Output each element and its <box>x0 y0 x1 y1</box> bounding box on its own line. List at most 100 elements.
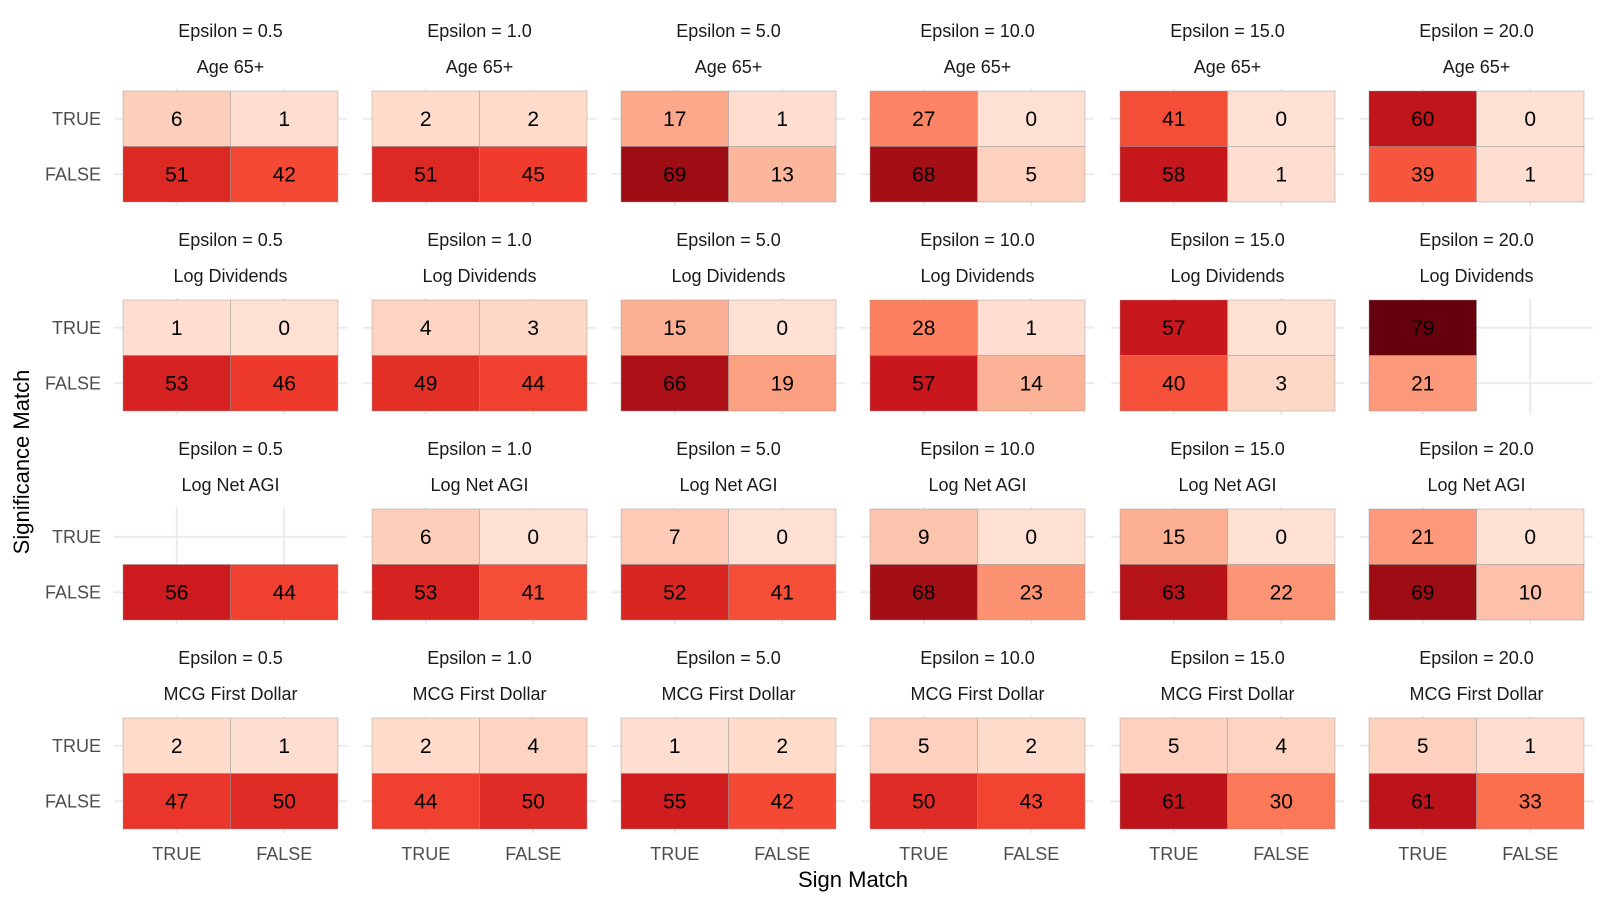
cell-value-label: 42 <box>273 163 296 186</box>
facet-epsilon-label: Epsilon = 10.0 <box>920 648 1035 668</box>
cell-value-label: 50 <box>273 790 296 813</box>
heatmap-cell <box>977 146 1086 203</box>
facet-variable-label: Age 65+ <box>1443 57 1511 77</box>
cell-value-label: 49 <box>414 372 437 395</box>
heatmap-cell <box>1227 355 1336 412</box>
heatmap-cell <box>728 717 837 774</box>
heatmap-cell <box>479 564 588 621</box>
heatmap-cell <box>1227 717 1336 774</box>
facet-variable-label: Log Dividends <box>1419 266 1533 286</box>
cell-value-label: 1 <box>776 108 788 131</box>
cell-value-label: 39 <box>1411 163 1434 186</box>
cell-value-label: 22 <box>1270 581 1293 604</box>
heatmap-cell <box>1119 508 1228 565</box>
cell-value-label: 0 <box>776 526 788 549</box>
heatmap-panel: Epsilon = 5.0 Log Net AGI 7 0 52 41 <box>612 439 845 624</box>
cell-value-label: 9 <box>918 526 930 549</box>
cell-value-label: 2 <box>776 735 788 758</box>
cell-value-label: 41 <box>522 581 545 604</box>
cell-value-label: 0 <box>776 317 788 340</box>
facet-variable-label: MCG First Dollar <box>1410 684 1544 704</box>
heatmap-cell <box>728 508 837 565</box>
y-tick-label: FALSE <box>45 164 101 184</box>
heatmap-cell <box>1476 508 1585 565</box>
facet-variable-label: Log Dividends <box>422 266 536 286</box>
cell-value-label: 51 <box>414 163 437 186</box>
facet-epsilon-label: Epsilon = 0.5 <box>178 230 283 250</box>
y-tick-label: TRUE <box>52 109 101 129</box>
heatmap-cell <box>122 564 231 621</box>
cell-value-label: 17 <box>663 108 686 131</box>
cell-value-label: 42 <box>771 790 794 813</box>
heatmap-panel: Epsilon = 5.0 MCG First Dollar 1 2 55 42 TRUE F… <box>612 648 845 864</box>
heatmap-cell <box>869 355 978 412</box>
facet-epsilon-label: Epsilon = 0.5 <box>178 439 283 459</box>
facet-variable-label: Age 65+ <box>944 57 1012 77</box>
facet-epsilon-label: Epsilon = 1.0 <box>427 648 532 668</box>
heatmap-cell <box>122 146 231 203</box>
cell-value-label: 1 <box>1275 163 1287 186</box>
cell-value-label: 1 <box>1524 735 1536 758</box>
facet-epsilon-label: Epsilon = 15.0 <box>1170 21 1285 41</box>
cell-value-label: 55 <box>663 790 686 813</box>
heatmap-cell <box>869 90 978 147</box>
heatmap-cell <box>371 773 480 830</box>
heatmap-cell <box>1476 564 1585 621</box>
heatmap-cell <box>479 355 588 412</box>
heatmap-cell <box>1368 146 1477 203</box>
cell-value-label: 57 <box>1162 317 1185 340</box>
heatmap-cell <box>620 355 729 412</box>
cell-value-label: 50 <box>522 790 545 813</box>
cell-value-label: 3 <box>527 317 539 340</box>
cell-value-label: 5 <box>1168 735 1180 758</box>
y-tick-label: TRUE <box>52 318 101 338</box>
facet-variable-label: Log Net AGI <box>1427 475 1525 495</box>
facet-variable-label: MCG First Dollar <box>413 684 547 704</box>
heatmap-cell <box>728 299 837 356</box>
heatmap-cell <box>1368 90 1477 147</box>
facet-epsilon-label: Epsilon = 20.0 <box>1419 439 1534 459</box>
cell-value-label: 27 <box>912 108 935 131</box>
heatmap-cell <box>977 773 1086 830</box>
cell-value-label: 50 <box>912 790 935 813</box>
heatmap-cell <box>977 564 1086 621</box>
heatmap-cell <box>728 564 837 621</box>
heatmap-cell <box>122 355 231 412</box>
heatmap-cell <box>1119 90 1228 147</box>
cell-value-label: 57 <box>912 372 935 395</box>
cell-value-label: 1 <box>1524 163 1536 186</box>
cell-value-label: 2 <box>171 735 183 758</box>
cell-value-label: 6 <box>420 526 432 549</box>
heatmap-cell <box>728 773 837 830</box>
heatmap-panel: Epsilon = 20.0 Log Net AGI 21 0 69 10 <box>1360 439 1593 624</box>
cell-value-label: 41 <box>1162 108 1185 131</box>
x-tick-label: FALSE <box>754 844 810 864</box>
facet-epsilon-label: Epsilon = 1.0 <box>427 439 532 459</box>
cell-value-label: 0 <box>527 526 539 549</box>
facet-epsilon-label: Epsilon = 10.0 <box>920 230 1035 250</box>
cell-value-label: 2 <box>420 735 432 758</box>
heatmap-cell <box>230 717 339 774</box>
cell-value-label: 41 <box>771 581 794 604</box>
heatmap-cell <box>1476 146 1585 203</box>
heatmap-cell <box>1227 564 1336 621</box>
x-tick-label: TRUE <box>650 844 699 864</box>
facet-variable-label: Log Net AGI <box>181 475 279 495</box>
heatmap-panel: Epsilon = 15.0 Age 65+ 41 0 58 1 <box>1111 21 1344 206</box>
facet-variable-label: Age 65+ <box>446 57 514 77</box>
heatmap-cell <box>728 355 837 412</box>
cell-value-label: 0 <box>1275 526 1287 549</box>
cell-value-label: 1 <box>669 735 681 758</box>
facet-variable-label: Log Net AGI <box>430 475 528 495</box>
heatmap-cell <box>371 564 480 621</box>
facet-variable-label: Age 65+ <box>197 57 265 77</box>
heatmap-cell <box>620 564 729 621</box>
cell-value-label: 21 <box>1411 526 1434 549</box>
cell-value-label: 4 <box>420 317 432 340</box>
heatmap-cell <box>1476 717 1585 774</box>
heatmap-cell <box>230 146 339 203</box>
heatmap-cell <box>479 773 588 830</box>
